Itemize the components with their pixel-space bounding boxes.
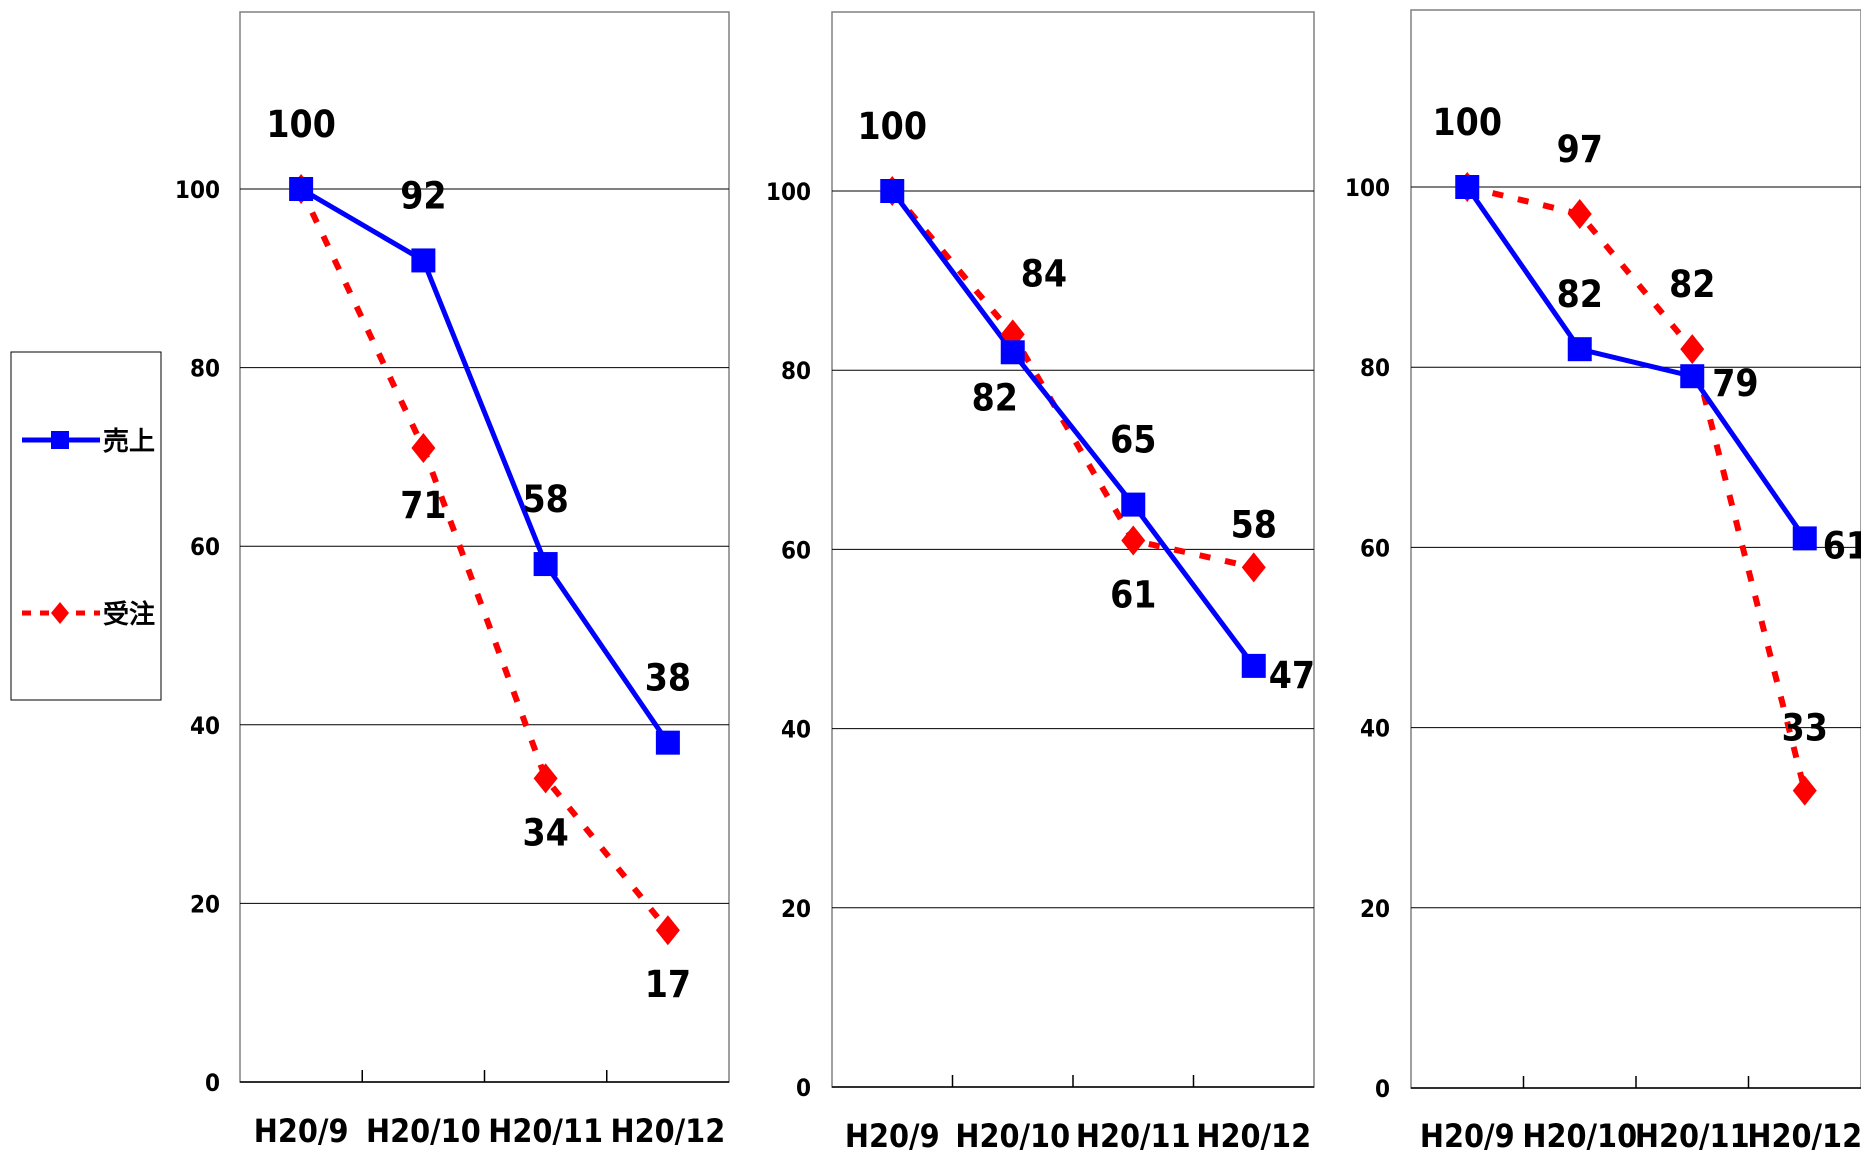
y-tick-label: 60 <box>1360 534 1390 562</box>
data-label-uriage: 79 <box>1712 362 1758 405</box>
data-label-juchu: 33 <box>1782 707 1828 750</box>
y-tick-label: 0 <box>796 1074 811 1102</box>
data-label-juchu: 71 <box>400 484 446 527</box>
point-uriage <box>533 552 558 577</box>
y-tick-label: 80 <box>1360 354 1390 382</box>
y-tick-label: 100 <box>1345 174 1390 202</box>
point-uriage <box>880 179 905 203</box>
data-label-juchu: 84 <box>1021 252 1067 295</box>
x-tick-label: H20/10 <box>366 1112 481 1150</box>
point-juchu <box>655 915 680 946</box>
series-line-juchu <box>1466 184 1808 792</box>
y-tick-label: 0 <box>205 1069 220 1097</box>
y-tick-label: 100 <box>175 176 220 204</box>
y-tick-label: 60 <box>190 533 220 561</box>
data-label-uriage: 100 <box>1433 101 1502 144</box>
data-label-juchu: 17 <box>645 963 691 1006</box>
point-juchu <box>1121 525 1146 556</box>
point-juchu <box>533 763 558 794</box>
x-tick-label: H20/12 <box>611 1112 726 1150</box>
data-label-uriage: 61 <box>1823 524 1861 567</box>
point-uriage <box>1792 526 1817 551</box>
x-tick-label: H20/10 <box>955 1117 1070 1155</box>
y-tick-label: 80 <box>781 357 811 385</box>
plot-area-border <box>239 11 730 1083</box>
legend-marker-diamond-icon <box>51 602 69 624</box>
y-tick-label: 0 <box>1375 1075 1390 1103</box>
point-uriage <box>1241 653 1266 678</box>
y-tick-label: 20 <box>781 895 811 923</box>
data-label-juchu: 34 <box>522 811 568 854</box>
data-label-uriage: 100 <box>266 103 335 146</box>
point-juchu <box>411 432 436 463</box>
point-uriage <box>1680 364 1705 389</box>
data-label-uriage: 47 <box>1269 654 1315 697</box>
legend-box <box>10 351 162 701</box>
point-uriage <box>411 248 436 273</box>
series-line-juchu <box>889 189 1255 571</box>
y-tick-label: 20 <box>190 890 220 918</box>
point-uriage <box>1455 175 1480 199</box>
legend-label: 受注 <box>103 599 155 630</box>
y-tick-label: 60 <box>781 536 811 564</box>
y-tick-label: 40 <box>190 712 220 740</box>
data-label-juchu: 82 <box>1669 263 1715 306</box>
point-uriage <box>1121 492 1146 517</box>
series-line-uriage <box>890 189 1256 668</box>
x-tick-label: H20/9 <box>845 1117 940 1155</box>
chart-2: 0 20 40 60 80 100 H20/9 H20/10 H20/11 H20/12 100 82… <box>766 11 1315 1155</box>
y-tick-label: 80 <box>190 355 220 383</box>
x-tick-label: H20/11 <box>1635 1117 1750 1155</box>
x-tick-label: H20/11 <box>1076 1117 1191 1155</box>
point-juchu <box>1680 334 1705 365</box>
point-uriage <box>655 730 680 755</box>
y-tick-label: 40 <box>1360 715 1390 743</box>
y-tick-label: 100 <box>766 178 811 206</box>
x-tick-label: H20/11 <box>488 1112 603 1150</box>
legend-label: 売上 <box>103 427 155 457</box>
x-tick-label: H20/12 <box>1196 1117 1311 1155</box>
data-label-uriage: 58 <box>522 478 568 521</box>
data-label-juchu: 58 <box>1231 503 1277 546</box>
point-juchu <box>1241 552 1266 583</box>
data-label-uriage: 65 <box>1110 419 1156 462</box>
data-label-uriage: 82 <box>1557 273 1603 316</box>
data-label-juchu: 61 <box>1110 573 1156 616</box>
x-tick-label: H20/10 <box>1522 1117 1637 1155</box>
data-label-uriage: 82 <box>972 376 1018 419</box>
point-uriage <box>1567 337 1592 362</box>
x-tick-label: H20/12 <box>1747 1117 1861 1155</box>
x-tick-label: H20/9 <box>1420 1117 1515 1155</box>
data-label-juchu: 97 <box>1557 128 1603 171</box>
x-tick-label: H20/9 <box>254 1112 349 1150</box>
series-line-uriage <box>299 186 670 745</box>
data-label-uriage: 100 <box>858 105 927 148</box>
y-tick-label: 40 <box>781 716 811 744</box>
point-juchu <box>1792 775 1817 806</box>
series-line-juchu <box>298 187 671 933</box>
point-juchu <box>1567 199 1592 230</box>
series-line-uriage <box>1465 185 1807 540</box>
data-label-uriage: 92 <box>400 174 446 217</box>
legend-marker-square-icon <box>51 431 69 449</box>
point-uriage <box>1000 340 1025 365</box>
y-tick-label: 20 <box>1360 895 1390 923</box>
chart-1: 0 20 40 60 80 100 H20/9 H20/10 H20/11 H20/12 100 92… <box>175 11 730 1150</box>
data-label-uriage: 38 <box>645 657 691 700</box>
point-uriage <box>289 177 314 201</box>
